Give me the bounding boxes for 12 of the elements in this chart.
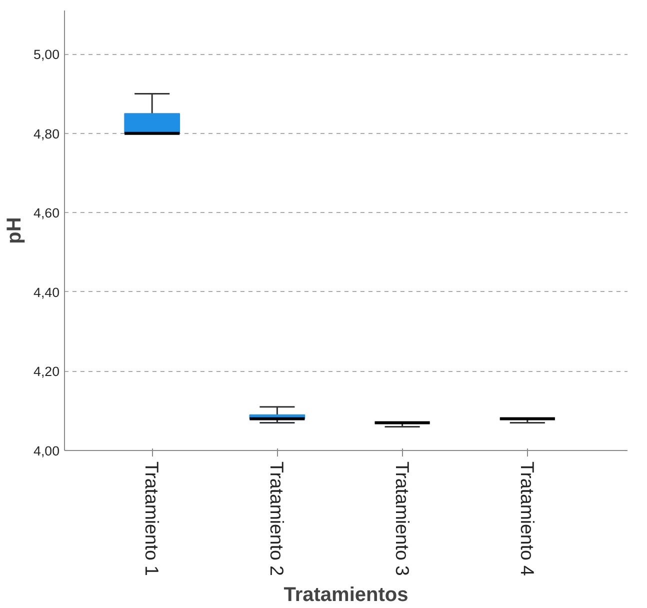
- x-tick-label: Tratamiento 3: [392, 462, 413, 576]
- x-tick-label: Tratamiento 1: [142, 462, 163, 576]
- y-tick-label: 4,40: [34, 284, 60, 300]
- x-axis-title: Tratamientos: [284, 584, 408, 606]
- y-tick-label: 4,00: [34, 444, 60, 458]
- y-tick-label: 4,80: [34, 126, 60, 142]
- x-tick-label: Tratamiento 4: [516, 462, 538, 576]
- y-tick-label: 4,20: [34, 364, 60, 380]
- y-axis-title: pH: [4, 217, 26, 244]
- y-tick-label: 4,60: [34, 206, 60, 221]
- y-tick-label: 5,00: [34, 47, 60, 62]
- x-tick-label: Tratamiento 2: [266, 462, 288, 576]
